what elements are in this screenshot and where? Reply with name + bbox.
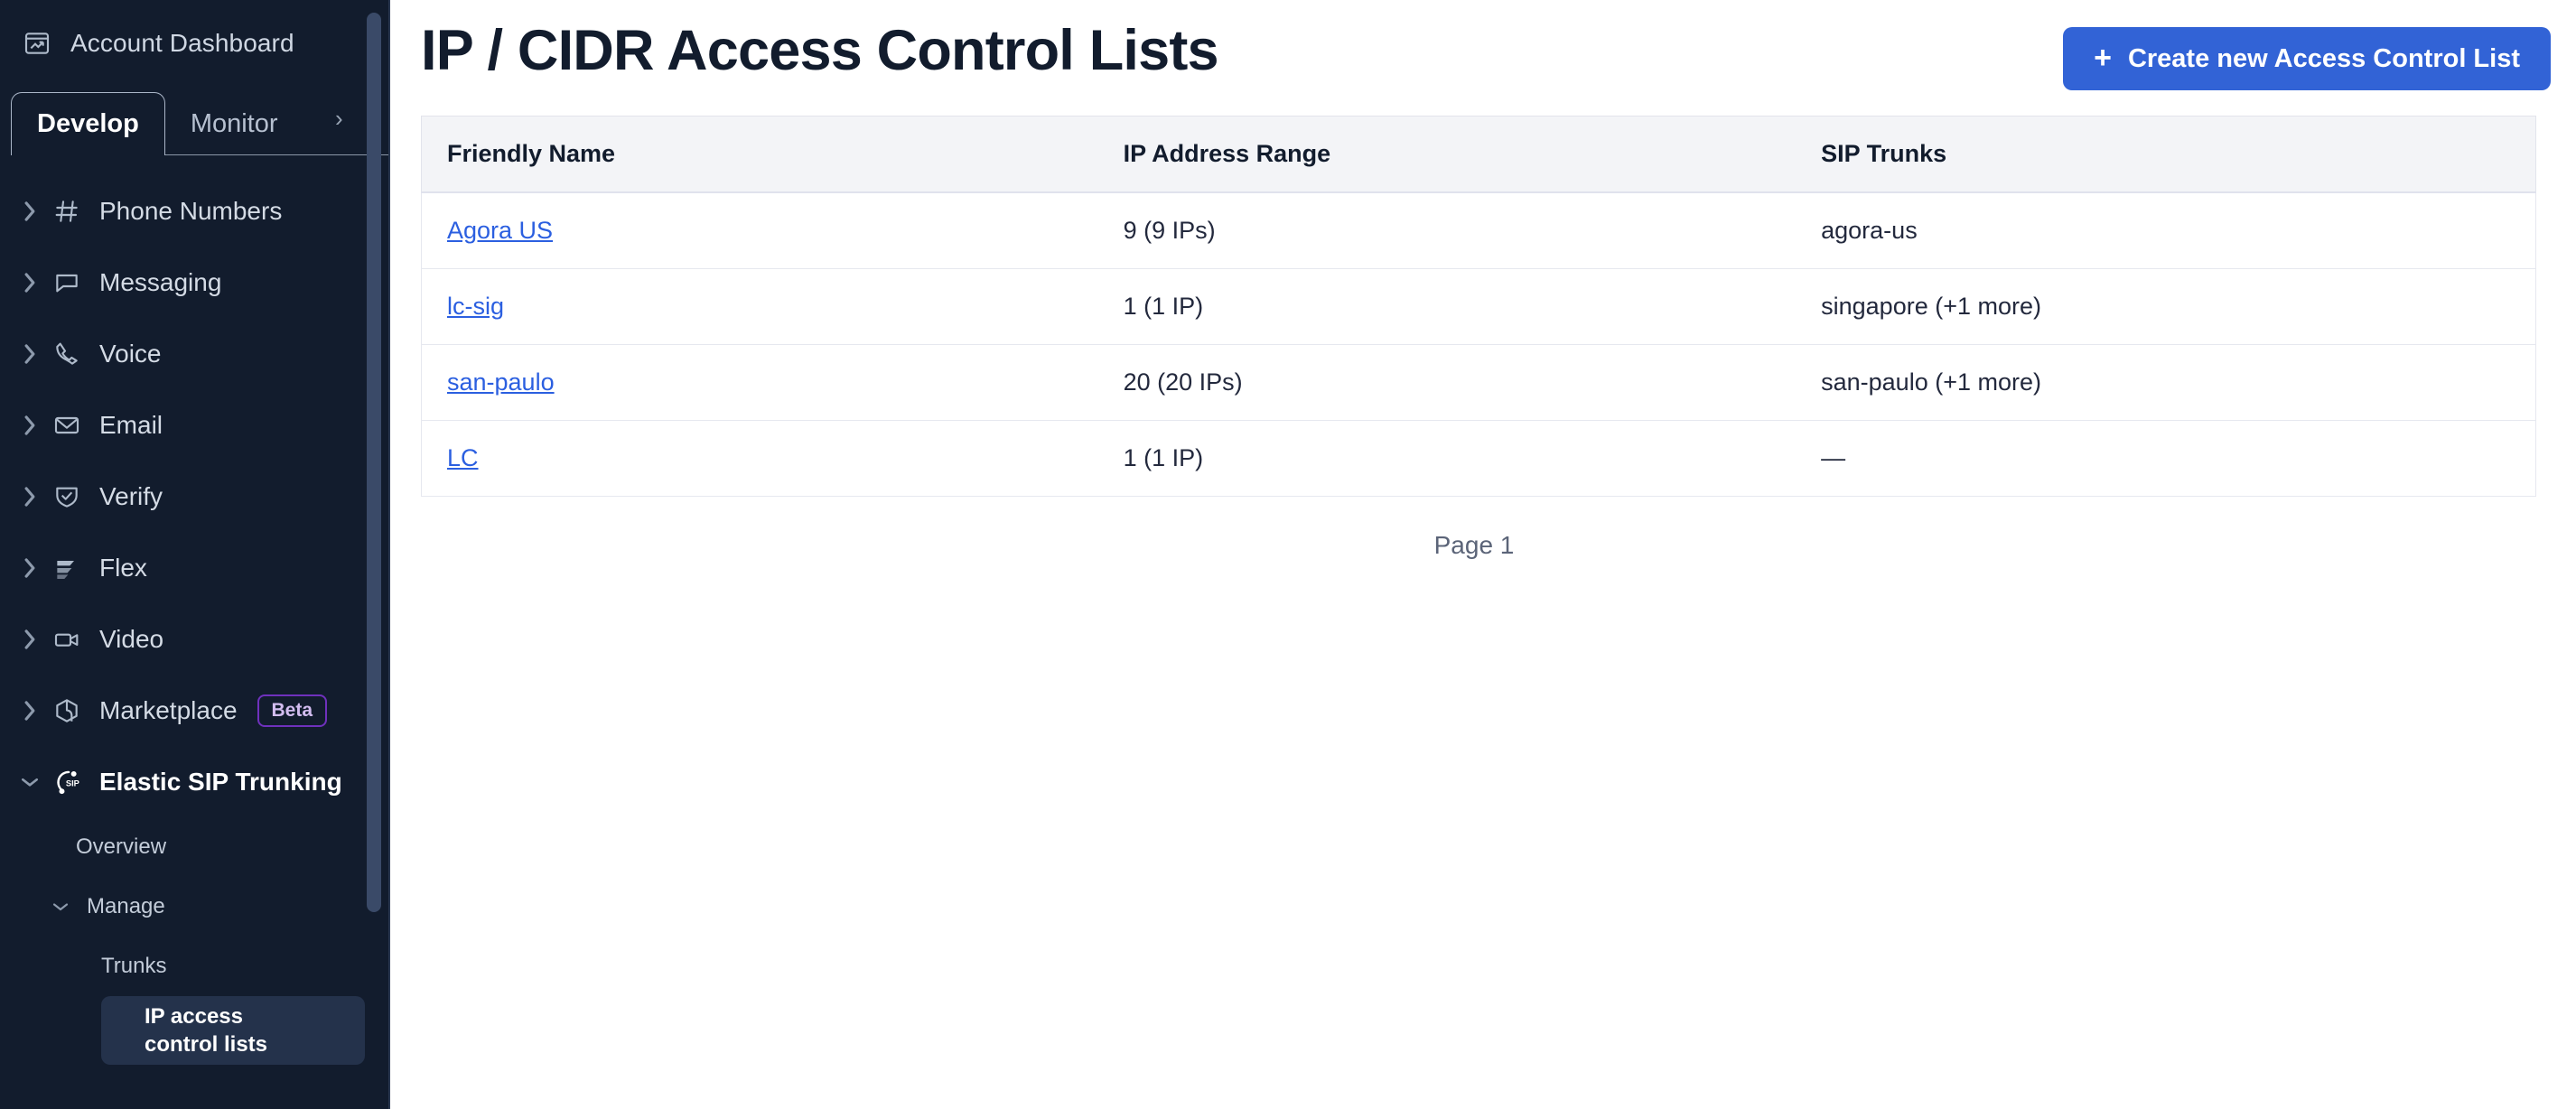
cell-sip-trunks: agora-us <box>1796 192 2537 269</box>
table-row: Agora US 9 (9 IPs) agora-us <box>420 192 2537 269</box>
sidebar-item-marketplace[interactable]: Marketplace Beta <box>0 675 390 746</box>
chevron-right-icon <box>14 414 45 437</box>
table-header-row: Friendly Name IP Address Range SIP Trunk… <box>420 116 2537 193</box>
cell-ip-address-range: 20 (20 IPs) <box>1097 344 1797 421</box>
cell-sip-trunks: singapore (+1 more) <box>1796 268 2537 345</box>
envelope-icon <box>45 411 89 440</box>
tab-develop[interactable]: Develop <box>11 92 165 155</box>
sidebar: Account Dashboard Develop Monitor › Phon… <box>0 0 390 1109</box>
account-dashboard-label: Account Dashboard <box>70 29 294 57</box>
table-row: lc-sig 1 (1 IP) singapore (+1 more) <box>420 268 2537 345</box>
chevron-right-icon <box>14 200 45 223</box>
sidebar-subitem-label: Overview <box>76 834 167 859</box>
sidebar-item-label: Messaging <box>99 267 222 296</box>
sidebar-nav: Phone Numbers Messaging <box>0 175 390 1065</box>
sip-arc-icon: SIP <box>45 767 89 797</box>
chevron-down-icon <box>45 900 76 913</box>
sidebar-tabs: Develop Monitor › <box>0 85 390 155</box>
tab-monitor[interactable]: Monitor <box>164 93 303 155</box>
cell-sip-trunks: — <box>1796 420 2537 497</box>
sidebar-item-label: Verify <box>99 481 163 510</box>
cell-friendly-name: Agora US <box>420 192 1098 269</box>
chevron-right-icon[interactable]: › <box>330 105 349 136</box>
shield-check-icon <box>45 482 89 511</box>
pagination-label: Page 1 <box>1433 531 1515 559</box>
column-header-sip-trunks[interactable]: SIP Trunks <box>1796 116 2537 193</box>
sidebar-subitem-manage[interactable]: Manage <box>0 877 390 937</box>
flex-layers-icon <box>45 554 89 582</box>
plus-icon: + <box>2094 40 2112 75</box>
dashboard-chart-window-icon <box>22 28 52 59</box>
video-camera-icon <box>45 625 89 654</box>
chevron-right-icon <box>14 342 45 366</box>
chevron-right-icon <box>14 628 45 651</box>
create-button-label: Create new Access Control List <box>2127 43 2520 73</box>
acl-link[interactable]: Agora US <box>447 217 554 244</box>
cell-friendly-name: san-paulo <box>420 344 1098 421</box>
sidebar-scrollbar-thumb[interactable] <box>367 13 381 912</box>
pagination: Page 1 <box>452 497 2497 560</box>
hash-icon <box>45 197 89 226</box>
sidebar-item-label: Email <box>99 410 163 439</box>
sidebar-content: Account Dashboard Develop Monitor › Phon… <box>0 0 390 1065</box>
table-body: Agora US 9 (9 IPs) agora-us lc-sig 1 (1 … <box>420 192 2537 497</box>
sidebar-item-email[interactable]: Email <box>0 389 390 461</box>
table-row: LC 1 (1 IP) — <box>420 420 2537 497</box>
sidebar-item-verify[interactable]: Verify <box>0 461 390 532</box>
sidebar-item-phone-numbers[interactable]: Phone Numbers <box>0 175 390 247</box>
sidebar-subitem-label: IP access control lists <box>145 1004 268 1057</box>
column-header-ip-address-range[interactable]: IP Address Range <box>1097 116 1797 193</box>
acl-link[interactable]: LC <box>447 444 479 471</box>
sidebar-item-label: Flex <box>99 553 147 582</box>
page-title: IP / CIDR Access Control Lists <box>421 19 1219 82</box>
account-dashboard-link[interactable]: Account Dashboard <box>0 0 390 61</box>
sidebar-item-elastic-sip-trunking[interactable]: SIP Elastic SIP Trunking <box>0 746 390 817</box>
cell-friendly-name: lc-sig <box>420 268 1098 345</box>
sidebar-item-voice[interactable]: Voice <box>0 318 390 389</box>
sidebar-subitem-label: Trunks <box>101 954 167 978</box>
sidebar-divider <box>388 0 390 1109</box>
sidebar-subitem-trunks[interactable]: Trunks <box>0 937 390 996</box>
access-control-lists-table: Friendly Name IP Address Range SIP Trunk… <box>420 116 2537 497</box>
chat-bubble-icon <box>45 268 89 297</box>
sidebar-subitem-overview[interactable]: Overview <box>0 817 390 877</box>
chevron-right-icon <box>14 485 45 508</box>
sidebar-scrollbar-track[interactable] <box>367 0 381 1109</box>
phone-handset-icon <box>45 340 89 368</box>
access-control-lists-table-wrapper: Friendly Name IP Address Range SIP Trunk… <box>420 116 2537 560</box>
tabs-underline <box>303 154 390 155</box>
cell-ip-address-range: 9 (9 IPs) <box>1097 192 1797 269</box>
main-content: IP / CIDR Access Control Lists + Create … <box>390 0 2576 1109</box>
sidebar-item-label: Voice <box>99 339 162 368</box>
cell-ip-address-range: 1 (1 IP) <box>1097 268 1797 345</box>
acl-link[interactable]: lc-sig <box>447 293 505 320</box>
status-badge-beta: Beta <box>257 694 328 727</box>
sidebar-item-label: Marketplace <box>99 695 238 724</box>
acl-link[interactable]: san-paulo <box>447 368 555 396</box>
cell-ip-address-range: 1 (1 IP) <box>1097 420 1797 497</box>
sidebar-subitem-label: Manage <box>87 894 165 918</box>
cube-box-icon <box>45 696 89 725</box>
sidebar-item-video[interactable]: Video <box>0 603 390 675</box>
page-header: IP / CIDR Access Control Lists + Create … <box>390 0 2576 116</box>
table-head: Friendly Name IP Address Range SIP Trunk… <box>420 116 2537 193</box>
sidebar-item-flex[interactable]: Flex <box>0 532 390 603</box>
svg-text:SIP: SIP <box>66 778 79 787</box>
create-access-control-list-button[interactable]: + Create new Access Control List <box>2063 27 2551 90</box>
sidebar-item-messaging[interactable]: Messaging <box>0 247 390 318</box>
column-header-friendly-name[interactable]: Friendly Name <box>420 116 1098 193</box>
sidebar-subitem-ip-access-control-lists[interactable]: IP access control lists <box>101 996 365 1065</box>
chevron-down-icon <box>14 775 45 789</box>
sidebar-item-label: Elastic SIP Trunking <box>99 767 342 796</box>
cell-sip-trunks: san-paulo (+1 more) <box>1796 344 2537 421</box>
chevron-right-icon <box>14 699 45 722</box>
sidebar-item-label: Video <box>99 624 164 653</box>
table-row: san-paulo 20 (20 IPs) san-paulo (+1 more… <box>420 344 2537 421</box>
chevron-right-icon <box>14 556 45 580</box>
sidebar-item-label: Phone Numbers <box>99 196 283 225</box>
chevron-right-icon <box>14 271 45 294</box>
cell-friendly-name: LC <box>420 420 1098 497</box>
